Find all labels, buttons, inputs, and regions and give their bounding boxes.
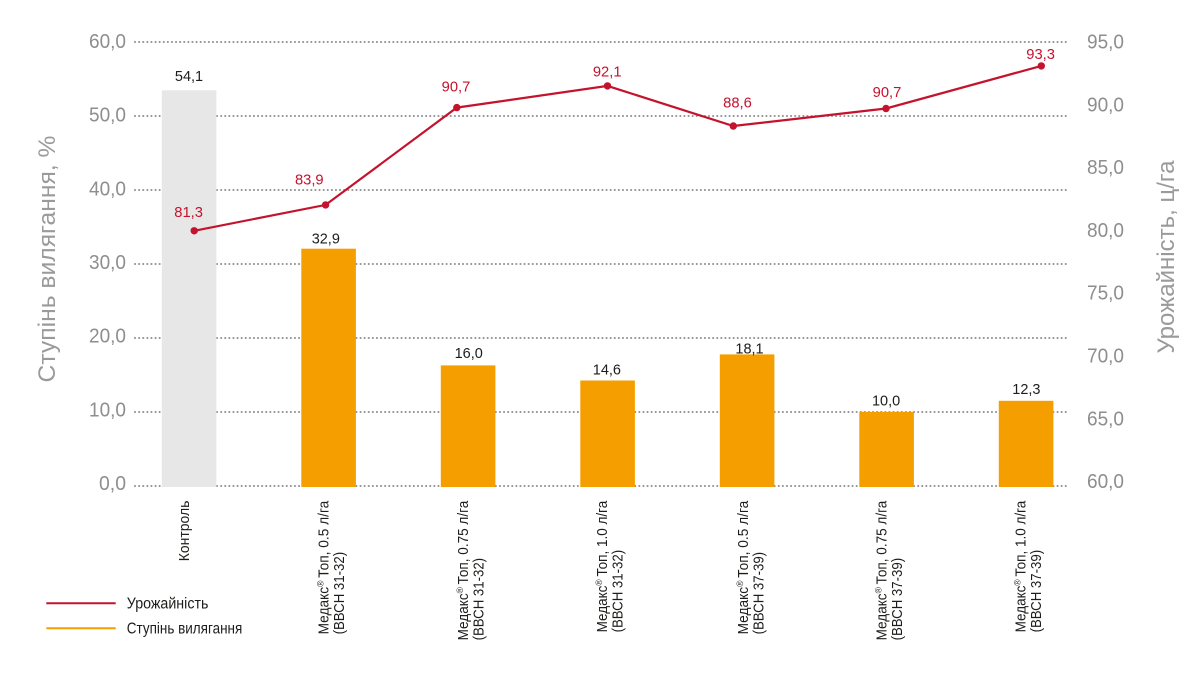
svg-text:16,0: 16,0	[455, 345, 483, 362]
svg-text:14,6: 14,6	[593, 361, 621, 378]
svg-text:70,0: 70,0	[1087, 346, 1124, 368]
svg-text:81,3: 81,3	[174, 204, 203, 221]
svg-text:(ВВСН 31-32): (ВВСН 31-32)	[471, 558, 488, 641]
svg-text:Медакс® Топ, 1.0 л/га: Медакс® Топ, 1.0 л/га	[594, 500, 611, 632]
svg-text:18,1: 18,1	[735, 340, 763, 357]
svg-text:Медакс® Топ, 0.75 л/га: Медакс® Топ, 0.75 л/га	[874, 500, 891, 640]
svg-text:90,7: 90,7	[442, 78, 471, 95]
svg-text:92,1: 92,1	[593, 64, 622, 81]
svg-text:32,9: 32,9	[312, 230, 340, 247]
svg-text:Ступінь вилягання: Ступінь вилягання	[127, 621, 243, 638]
svg-text:30,0: 30,0	[89, 252, 126, 274]
svg-text:Медакс® Топ, 0.5 л/га: Медакс® Топ, 0.5 л/га	[316, 500, 333, 634]
svg-text:90,7: 90,7	[873, 84, 902, 101]
svg-text:54,1: 54,1	[175, 68, 203, 85]
svg-text:90,0: 90,0	[1087, 94, 1124, 116]
svg-text:83,9: 83,9	[295, 172, 324, 189]
svg-text:Контроль: Контроль	[176, 500, 193, 561]
svg-text:Медакс® Топ, 0.5 л/га: Медакс® Топ, 0.5 л/га	[735, 500, 752, 634]
svg-text:12,3: 12,3	[1012, 381, 1040, 398]
svg-text:93,3: 93,3	[1026, 46, 1055, 63]
svg-text:60,0: 60,0	[1087, 471, 1124, 493]
svg-text:10,0: 10,0	[872, 392, 900, 409]
svg-text:Медакс® Топ, 0.75 л/га: Медакс® Топ, 0.75 л/га	[455, 500, 472, 640]
svg-text:88,6: 88,6	[723, 95, 752, 112]
svg-text:(ВВСН 37-39): (ВВСН 37-39)	[751, 552, 768, 635]
svg-text:Урожайність: Урожайність	[127, 596, 209, 613]
svg-text:40,0: 40,0	[89, 178, 126, 200]
svg-text:Ступінь вилягання, %: Ступінь вилягання, %	[34, 136, 61, 383]
svg-text:65,0: 65,0	[1087, 408, 1124, 430]
svg-text:(ВВСН 31-32): (ВВСН 31-32)	[610, 550, 627, 633]
svg-text:20,0: 20,0	[89, 326, 126, 348]
svg-text:Медакс® Топ, 1.0 л/га: Медакс® Топ, 1.0 л/га	[1012, 500, 1029, 632]
svg-text:95,0: 95,0	[1087, 32, 1124, 54]
svg-text:85,0: 85,0	[1087, 157, 1124, 179]
svg-text:0,0: 0,0	[99, 473, 126, 495]
svg-text:(ВВСН 31-32): (ВВСН 31-32)	[331, 552, 348, 635]
svg-text:60,0: 60,0	[89, 31, 126, 53]
svg-text:50,0: 50,0	[89, 105, 126, 127]
svg-text:80,0: 80,0	[1087, 220, 1124, 242]
svg-text:Урожайність, ц/га: Урожайність, ц/га	[1153, 160, 1180, 354]
svg-text:75,0: 75,0	[1087, 283, 1124, 305]
svg-text:10,0: 10,0	[89, 399, 126, 421]
svg-text:(ВВСН 37-39): (ВВСН 37-39)	[889, 558, 906, 641]
svg-text:(ВВСН 37-39): (ВВСН 37-39)	[1028, 550, 1045, 633]
